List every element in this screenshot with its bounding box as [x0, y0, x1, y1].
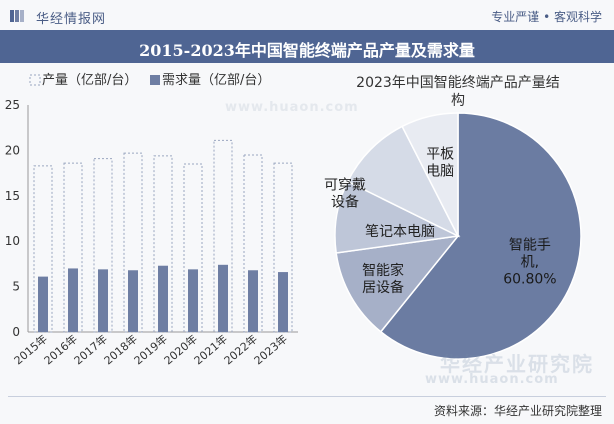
y-tick-label: 20: [5, 143, 20, 157]
chart-canvas: 05101520252015年2016年2017年2018年2019年2020年…: [5, 73, 582, 367]
y-tick-label: 25: [5, 98, 20, 112]
y-tick-label: 5: [12, 280, 20, 294]
x-tick-label: 2020年: [161, 332, 200, 368]
bar-production: [153, 155, 173, 333]
legend: 产量（亿部/台） 需求量（亿部/台）: [29, 73, 270, 88]
brand-name: 华经情报网: [36, 12, 107, 27]
source-note: 资料来源：华经产业研究院整理: [433, 404, 602, 418]
bar-production: [183, 163, 203, 333]
bar-demand: [158, 265, 168, 332]
y-tick-label: 0: [12, 325, 20, 339]
footer-divider: [8, 396, 606, 397]
pie-slice: [346, 125, 460, 238]
x-tick-label: 2017年: [71, 332, 110, 368]
bar-production: [273, 162, 293, 333]
pie-slice-label: 平板电脑: [426, 146, 454, 179]
bar-demand: [98, 269, 108, 332]
pie-slice: [335, 234, 460, 333]
bar-demand: [248, 270, 258, 332]
legend-swatch-demand: [150, 75, 160, 85]
pie-slice: [379, 112, 582, 360]
bar-chart: 05101520252015年2016年2017年2018年2019年2020年…: [5, 73, 298, 367]
legend-swatch-production: [29, 74, 41, 86]
x-tick-label: 2019年: [131, 332, 170, 368]
bar-demand: [128, 270, 138, 332]
x-tick-label: 2016年: [41, 332, 80, 368]
legend-label-production: 产量（亿部/台）: [42, 73, 137, 88]
footer: 资料来源：华经产业研究院整理: [0, 394, 614, 424]
top-bar: 华经情报网 专业严谨 • 客观科学: [0, 0, 614, 30]
bar-production: [213, 139, 233, 333]
bar-demand: [188, 269, 198, 332]
bar-demand: [38, 276, 48, 332]
page-title: 2015-2023年中国智能终端产品产量及需求量: [139, 41, 475, 60]
bar-demand: [218, 264, 228, 332]
y-tick-label: 10: [5, 234, 20, 248]
logo-icon: [10, 10, 24, 22]
pie-title: 2023年中国智能终端产品产量结构: [356, 75, 560, 109]
title-bar: 2015-2023年中国智能终端产品产量及需求量: [0, 30, 614, 63]
bar-production: [63, 162, 83, 333]
y-tick-label: 15: [5, 189, 20, 203]
bar-demand: [278, 272, 288, 332]
x-tick-label: 2021年: [191, 332, 230, 368]
pie-slice-label: 智能家居设备: [362, 262, 404, 296]
x-tick-label: 2018年: [101, 332, 140, 368]
pie-slice-label: 笔记本电脑: [365, 224, 435, 240]
pie-slice-label: 智能手机, 60.80%: [503, 237, 556, 287]
x-tick-label: 2023年: [251, 332, 290, 368]
legend-label-demand: 需求量（亿部/台）: [162, 73, 270, 88]
tagline: 专业严谨 • 客观科学: [491, 10, 602, 24]
bar-demand: [68, 268, 78, 332]
pie-slice: [401, 112, 459, 237]
pie-slice-label: 可穿戴设备: [324, 178, 366, 211]
x-tick-label: 2022年: [221, 332, 260, 368]
